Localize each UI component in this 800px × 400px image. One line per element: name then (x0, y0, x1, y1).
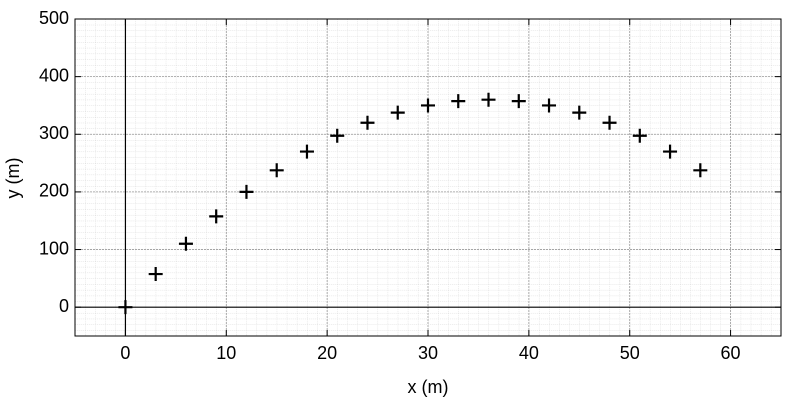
plot-frame (74, 18, 782, 337)
point (511, 94, 526, 109)
x-tick-label: 30 (418, 343, 438, 363)
point (360, 115, 375, 130)
y-axis-label: y (m) (3, 158, 23, 199)
x-tick-label: 50 (620, 343, 640, 363)
point (239, 184, 254, 199)
y-tick-label: 300 (39, 123, 69, 143)
y-tick-label: 100 (39, 238, 69, 258)
point (451, 94, 466, 109)
point (542, 98, 557, 113)
point (572, 105, 587, 120)
point (481, 92, 496, 107)
y-tick-label: 0 (59, 296, 69, 316)
point (299, 144, 314, 159)
x-tick-label: 10 (216, 343, 236, 363)
x-tick-label: 60 (721, 343, 741, 363)
point (421, 98, 435, 113)
point (209, 209, 224, 224)
y-tick-label: 200 (39, 181, 69, 201)
point (390, 105, 405, 120)
x-tick-label: 40 (519, 343, 539, 363)
point (693, 163, 708, 178)
point (118, 300, 133, 315)
point (632, 128, 647, 143)
point (663, 144, 678, 159)
y-tick-label: 500 (39, 8, 69, 28)
minor-grid (75, 19, 781, 336)
point (602, 115, 617, 130)
point (148, 267, 163, 282)
x-tick-label: 20 (317, 343, 337, 363)
x-tick-label: 0 (120, 343, 130, 363)
point (269, 163, 284, 178)
point (178, 236, 193, 251)
point (330, 128, 345, 143)
x-axis-label: x (m) (408, 377, 449, 397)
y-tick-label: 400 (39, 65, 69, 85)
